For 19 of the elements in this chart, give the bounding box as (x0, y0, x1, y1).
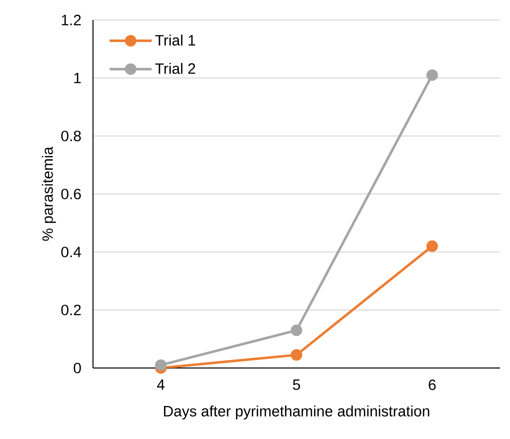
y-tick-label: 0.6 (61, 188, 81, 200)
y-tick-label: 0.4 (61, 246, 82, 258)
x-axis-title: Days after pyrimethamine administration (164, 406, 430, 420)
y-tick-label: 1 (74, 72, 81, 84)
y-tick-label: 0.8 (61, 130, 81, 142)
legend-label: Trial 1 (155, 34, 196, 46)
legend-label: Trial 2 (155, 62, 196, 74)
y-tick-label: 1.2 (62, 14, 81, 26)
point (290, 324, 302, 336)
y-axis-title: % parasitemia (42, 146, 56, 241)
x-tick-label: 5 (292, 380, 300, 390)
point (426, 240, 438, 252)
x-tick-label: 6 (428, 380, 436, 390)
point (155, 359, 167, 371)
y-tick-label: 0.2 (61, 304, 81, 316)
point (426, 69, 438, 81)
y-tick-label: 0 (74, 362, 81, 374)
point (290, 349, 302, 361)
x-tick-label: 4 (157, 380, 165, 390)
